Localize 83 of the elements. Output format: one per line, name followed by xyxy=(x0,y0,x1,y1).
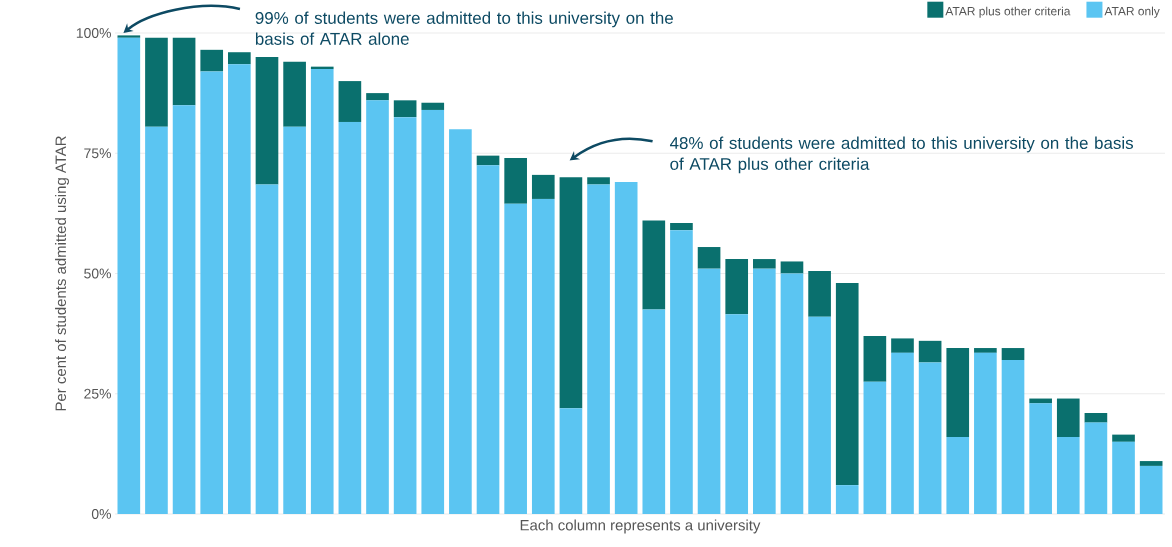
bar xyxy=(145,126,168,514)
bar xyxy=(974,348,997,353)
bar xyxy=(338,81,362,122)
bar xyxy=(670,230,693,514)
annotation: 99% of students were admitted to this university on the basis of ATAR alone xyxy=(255,11,673,45)
bar xyxy=(697,247,721,269)
bar xyxy=(228,64,251,514)
bar xyxy=(421,102,445,110)
y-tick-label: 25% xyxy=(84,388,111,399)
bar xyxy=(283,126,306,514)
bar xyxy=(393,100,417,118)
y-axis-title: Per cent of students admitted using ATAR xyxy=(55,136,69,411)
bar xyxy=(338,121,362,514)
bar xyxy=(808,271,831,317)
annotation: 48% of students were admitted to this university on the basis of ATAR plus other criteria xyxy=(669,136,1133,174)
bar xyxy=(863,336,887,382)
bar xyxy=(531,174,555,199)
bar xyxy=(449,129,472,514)
bar xyxy=(918,362,942,514)
bar xyxy=(200,71,224,514)
bar xyxy=(891,338,914,353)
bar xyxy=(753,259,776,269)
bar xyxy=(476,165,500,514)
bar xyxy=(366,100,389,514)
legend-label: ATAR plus other criteria xyxy=(945,6,1071,18)
bar xyxy=(670,222,693,231)
bar xyxy=(117,35,141,38)
bar xyxy=(946,437,970,514)
bar xyxy=(614,182,638,514)
bar xyxy=(255,57,279,185)
bar xyxy=(504,203,527,514)
bar xyxy=(1056,398,1080,438)
bar xyxy=(780,261,804,274)
bar xyxy=(255,184,279,514)
legend-label: ATAR only xyxy=(1104,6,1160,18)
bar xyxy=(504,158,527,204)
bar xyxy=(891,352,914,514)
bar xyxy=(697,268,721,514)
bar xyxy=(835,283,859,486)
bar xyxy=(1084,422,1108,514)
bar xyxy=(559,408,583,514)
bar xyxy=(946,348,970,438)
bar xyxy=(863,381,887,514)
bar xyxy=(587,177,610,185)
bar xyxy=(725,314,749,514)
bar xyxy=(393,117,417,514)
y-tick-label: 100% xyxy=(76,28,111,38)
bar xyxy=(1056,437,1080,514)
bar xyxy=(642,309,666,514)
bar xyxy=(421,109,445,514)
bar xyxy=(531,198,555,514)
bar xyxy=(642,220,666,310)
bar xyxy=(725,259,749,315)
bar xyxy=(228,52,251,65)
y-tick-label: 75% xyxy=(84,148,111,159)
bar xyxy=(918,340,942,363)
y-tick-label: 50% xyxy=(84,268,111,279)
bar xyxy=(117,37,141,514)
bar xyxy=(1029,403,1052,514)
y-tick-label: 0% xyxy=(91,509,111,519)
bar xyxy=(145,37,168,127)
bar xyxy=(1001,360,1025,514)
bar xyxy=(476,155,500,166)
bar xyxy=(172,105,196,514)
bar xyxy=(283,61,306,127)
bar xyxy=(835,485,859,514)
x-axis-title: Each column represents a university xyxy=(520,519,761,534)
bar xyxy=(172,37,196,106)
bar xyxy=(780,273,804,514)
bar xyxy=(1084,412,1108,423)
bar xyxy=(1112,434,1135,442)
bar xyxy=(200,49,224,72)
bar xyxy=(310,69,334,514)
bar xyxy=(559,177,583,409)
bar xyxy=(808,316,831,514)
bar xyxy=(1001,348,1025,361)
bar xyxy=(1139,465,1163,514)
bar xyxy=(1112,441,1135,514)
bar xyxy=(587,184,610,514)
bar xyxy=(753,268,776,514)
bar xyxy=(1139,461,1163,466)
bar xyxy=(974,352,997,514)
bar xyxy=(366,93,389,101)
